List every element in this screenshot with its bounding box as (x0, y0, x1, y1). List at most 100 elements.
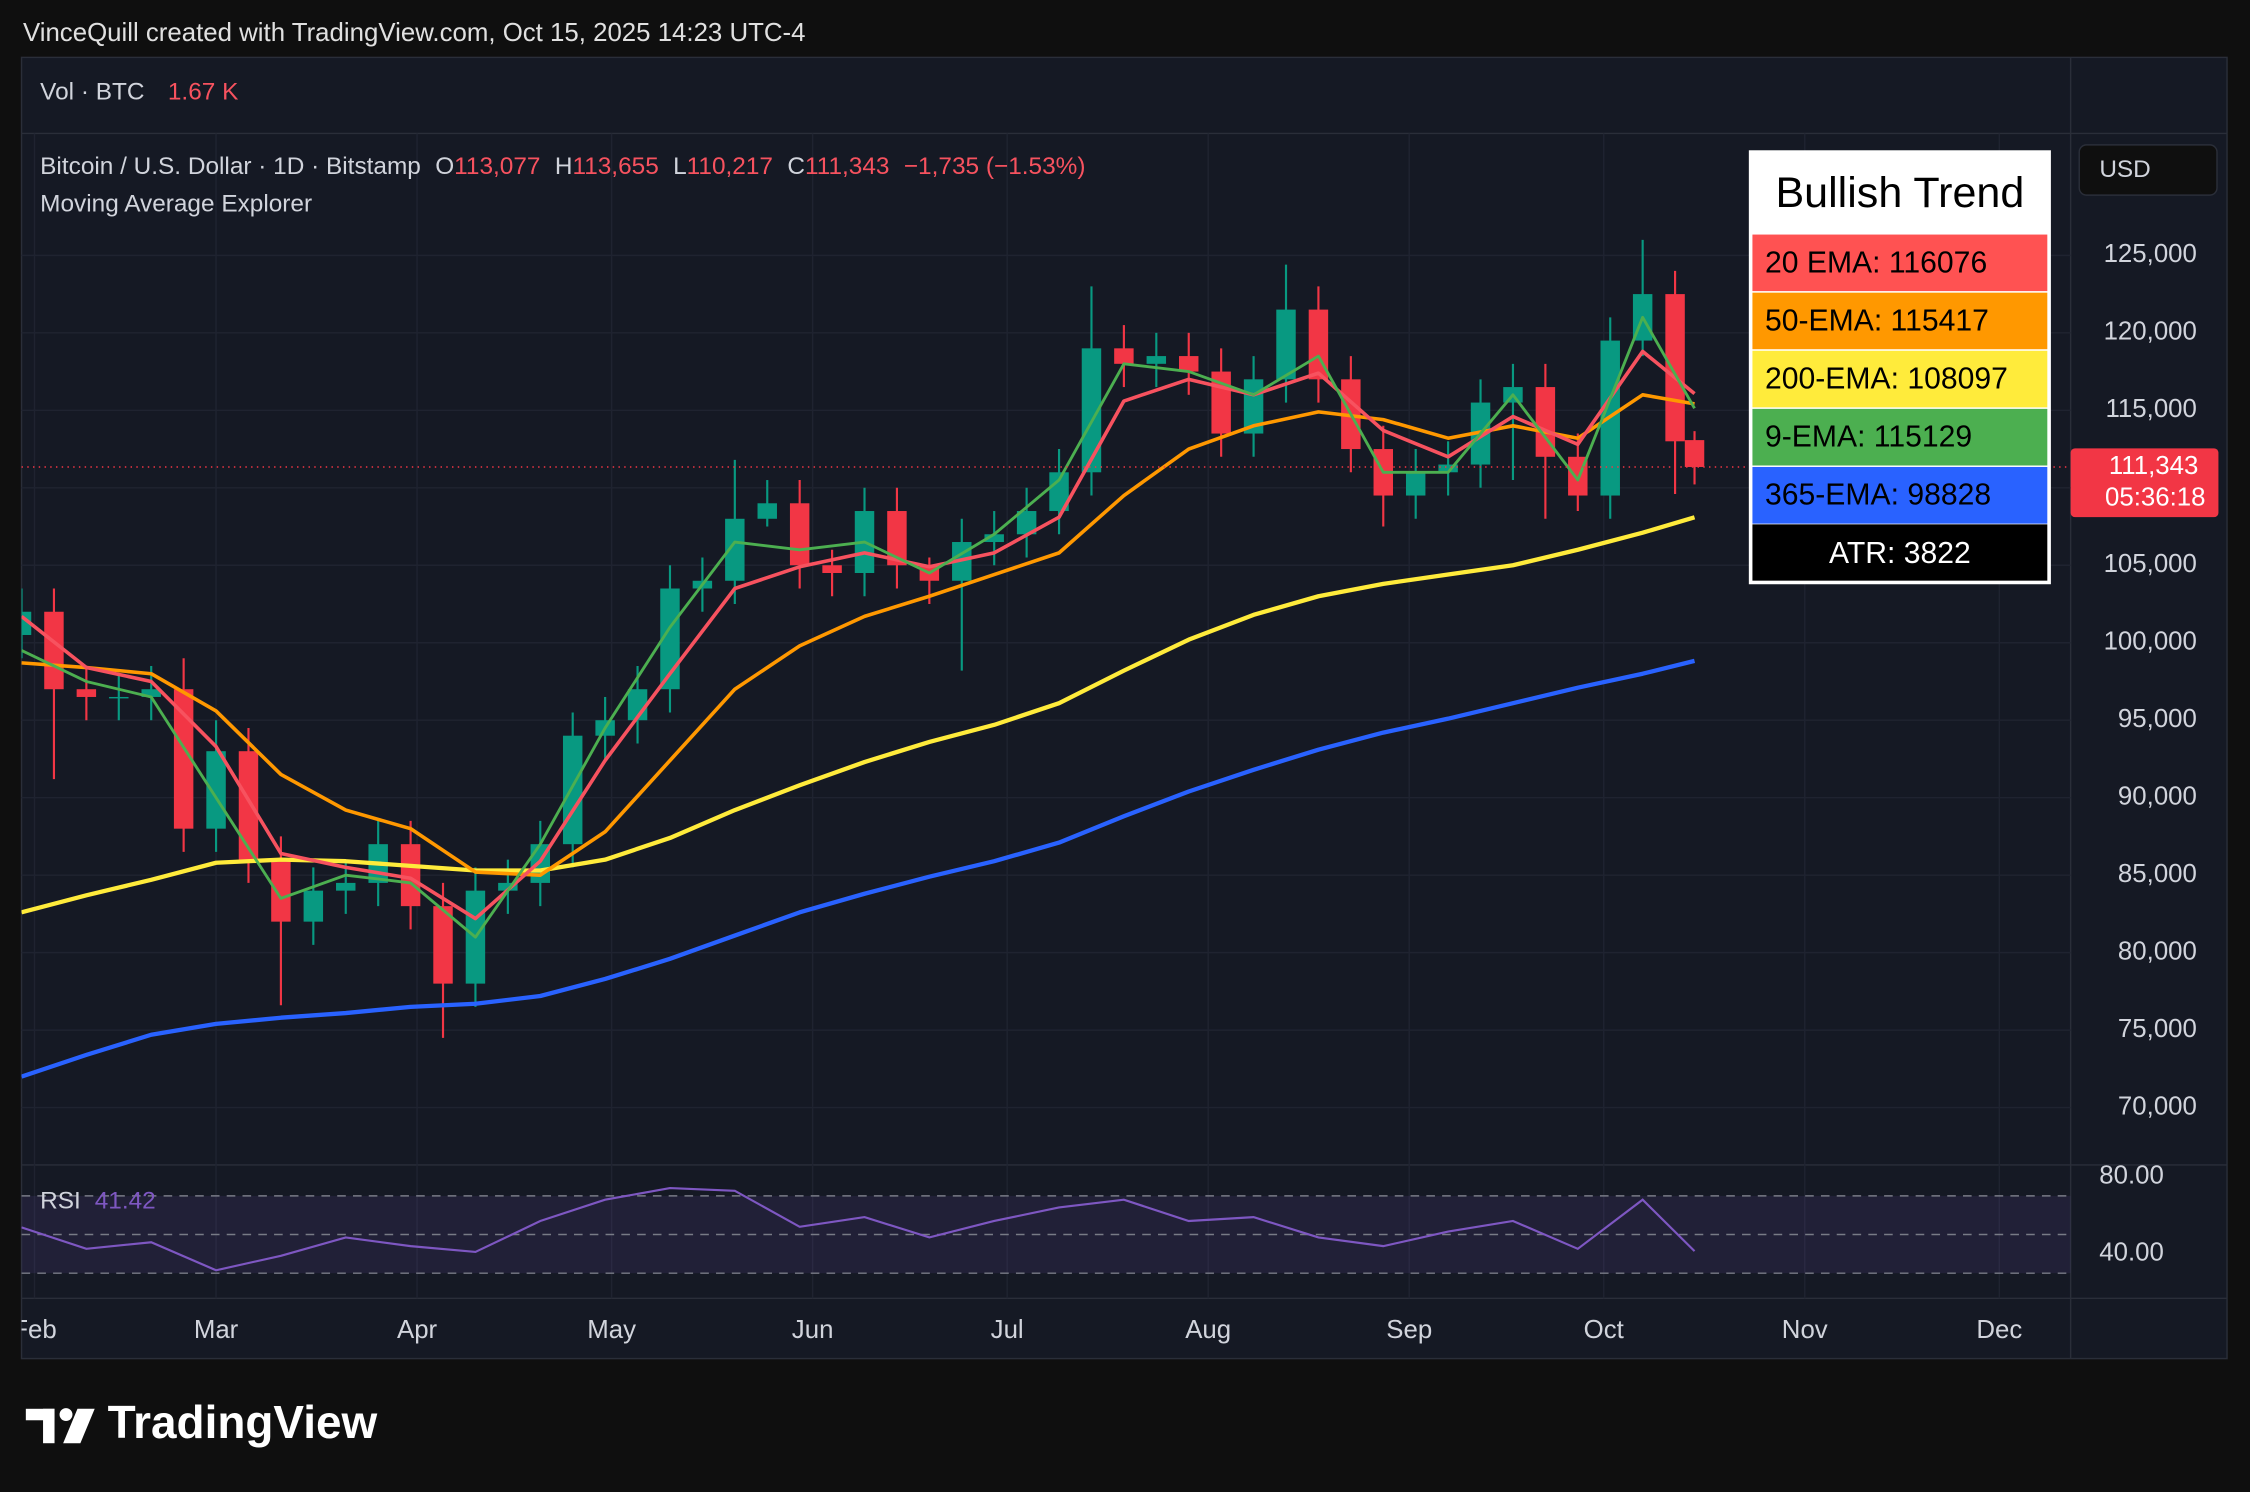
candle-body (757, 503, 777, 519)
candle-body (562, 735, 583, 845)
rsi-tick-label: 40.00 (2099, 1239, 2164, 1267)
y-tick-label: 85,000 (2118, 860, 2197, 888)
y-tick-label: 70,000 (2118, 1092, 2197, 1120)
logo-shape (43, 1408, 55, 1444)
candle-body (1146, 356, 1167, 364)
candle-body (271, 859, 291, 922)
brand: TradingView (108, 1396, 378, 1448)
table-title-cell (1750, 152, 2050, 234)
candle-body (1114, 348, 1134, 364)
candle-body (498, 882, 518, 891)
indicator-name: Moving Average Explorer (40, 191, 312, 218)
overlay: Bitcoin / U.S. Dollar · 1D · Bitstamp O11… (40, 150, 2219, 1267)
y-tick-label: 75,000 (2118, 1015, 2197, 1043)
ohlc-value: 113,077 (454, 153, 540, 180)
x-tick-label: Jun (792, 1316, 834, 1344)
ema-line (21, 515, 1696, 915)
candle-body (1535, 387, 1556, 457)
countdown: 05:36:18 (2105, 483, 2205, 511)
table-atr: ATR: 3822 (1829, 537, 1971, 570)
logo-shape (25, 1408, 55, 1421)
y-tick-label: 100,000 (2104, 628, 2197, 656)
candle-body (1179, 356, 1199, 372)
candle-body (1665, 294, 1685, 442)
logo-shape (59, 1408, 73, 1421)
rsi-value: 41.42 (95, 1188, 156, 1215)
ohlc-value: 110,217 (687, 153, 773, 180)
candle-body (21, 611, 32, 635)
price-tag-label: 111,343 (2109, 452, 2198, 480)
ohlc-value: 113,655 (572, 153, 658, 180)
x-tick-label: Feb (12, 1316, 56, 1344)
table-border (1748, 150, 2051, 585)
rsi-line (21, 1187, 1696, 1272)
candle-body (1684, 440, 1705, 467)
candle-body (336, 882, 356, 891)
x-tick-label: Apr (397, 1316, 438, 1344)
currency-button[interactable] (2078, 144, 2218, 196)
change: −1,735 (−1.53%) (904, 153, 1086, 180)
candle-body (238, 751, 259, 860)
ema-line (21, 658, 1696, 1079)
candle-body (984, 534, 1004, 543)
y-tick-label: 105,000 (2104, 550, 2197, 578)
candle-body (109, 696, 129, 699)
x-tick-label: Sep (1386, 1316, 1432, 1344)
candle-body (1276, 309, 1296, 380)
candle-body (206, 751, 226, 829)
rsi-tick-label: 80.00 (2099, 1161, 2164, 1189)
table-cell (1749, 465, 2050, 526)
candle-body (789, 503, 810, 566)
candle-body (1016, 511, 1037, 535)
ema-line (21, 349, 1696, 921)
candle-body (400, 844, 421, 907)
table-title: Bullish Trend (1775, 169, 2024, 217)
table-row-label: 20 EMA: 116076 (1765, 246, 1987, 279)
table-row-label: 9-EMA: 115129 (1765, 421, 1972, 454)
candle-body (44, 611, 64, 690)
ohlc-key: H (555, 153, 573, 180)
x-tick-label: Aug (1185, 1316, 1231, 1344)
volume-value: 1.67 K (168, 79, 238, 106)
ohlc-value: 111,343 (805, 153, 890, 180)
price-tag (2070, 448, 2219, 518)
candle-body (1049, 472, 1069, 512)
candle-body (1081, 348, 1102, 473)
candle-body (1405, 472, 1426, 496)
time-axis: Feb Mar Apr May Jun Jul Aug Sep Oct Nov Dec (12, 1316, 2023, 1344)
logo-shape (63, 1408, 95, 1444)
main-pane (21, 133, 2071, 1165)
candle-body (660, 588, 680, 690)
candle-body (1438, 464, 1458, 473)
x-tick-label: May (587, 1316, 636, 1344)
ohlc-key: C (787, 153, 805, 180)
table-cell (1749, 291, 2050, 351)
rsi-pane (21, 1164, 2071, 1299)
candle-body (822, 565, 842, 574)
x-tick-label: Mar (194, 1316, 239, 1344)
x-tick-label: Dec (1976, 1316, 2022, 1344)
volume-label: Vol · BTC (40, 79, 144, 106)
y-tick-label: 90,000 (2118, 783, 2197, 811)
currency-label[interactable]: USD (2099, 156, 2150, 183)
table-cell (1750, 524, 2050, 583)
ema-line (21, 315, 1696, 939)
y-tick-label: 120,000 (2104, 318, 2197, 346)
y-tick-label: 115,000 (2106, 395, 2197, 423)
table-row-label: 365-EMA: 98828 (1765, 479, 1991, 512)
symbol: Bitcoin / U.S. Dollar · 1D · Bitstamp (40, 153, 421, 180)
candle-body (76, 689, 97, 697)
candle-body (141, 689, 161, 697)
candle-body (887, 511, 907, 566)
ema-line (21, 393, 1695, 877)
y-tick-label: 80,000 (2118, 937, 2197, 965)
x-tick-label: Jul (991, 1316, 1024, 1344)
table-row-label: 50-EMA: 115417 (1765, 304, 1989, 337)
x-tick-label: Oct (1584, 1316, 1624, 1344)
y-tick-label: 125,000 (2104, 240, 2197, 268)
x-tick-label: Nov (1782, 1316, 1828, 1344)
ohlc-key: L (673, 153, 687, 180)
ohlc-key: O (435, 153, 454, 180)
